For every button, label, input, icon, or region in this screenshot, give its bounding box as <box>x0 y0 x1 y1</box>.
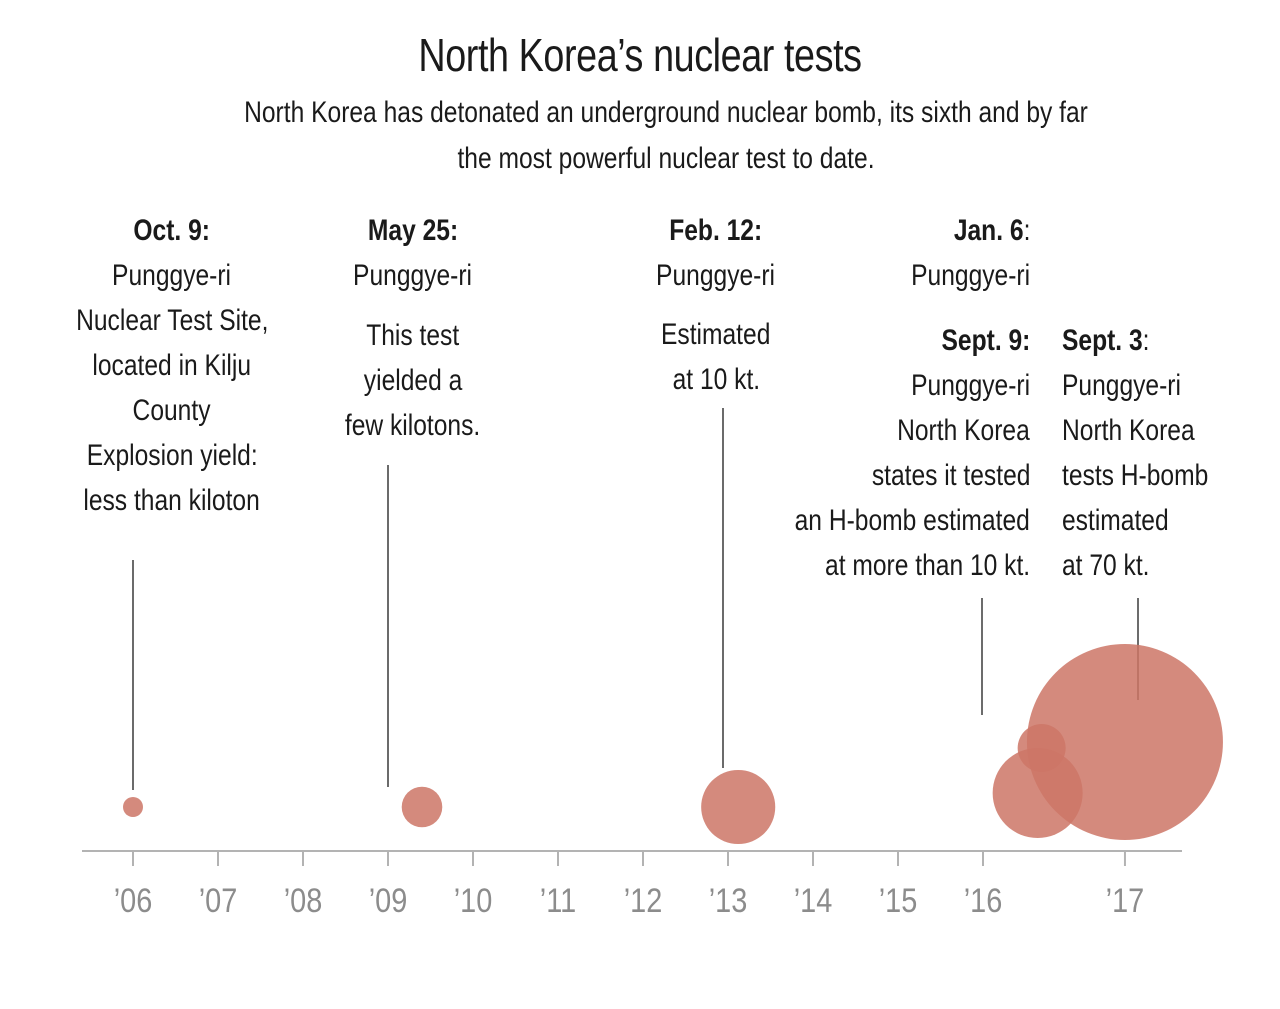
annotation-line: at more than 10 kt. <box>824 549 1030 582</box>
annotation-line: an H-bomb estimated <box>794 504 1030 537</box>
x-tick-label: ’15 <box>879 881 918 920</box>
x-tick-label: ’13 <box>709 881 748 920</box>
x-tick-label: ’12 <box>624 881 663 920</box>
annotation-date: May 25: <box>367 214 459 247</box>
annotation-date: Jan. 6 <box>953 214 1024 247</box>
x-tick-label: ’06 <box>114 881 153 920</box>
annotation-line: North Korea <box>897 414 1030 447</box>
x-tick-label: ’17 <box>1106 881 1145 920</box>
annotation-date: Sept. 3 <box>1062 324 1143 357</box>
annotation-line: at 70 kt. <box>1062 549 1150 582</box>
annotation-line: Punggye-ri <box>911 369 1030 402</box>
annotation-jan-6: Jan. 6: Punggye-ri <box>830 208 1030 298</box>
test-bubble <box>701 769 776 845</box>
annotation-line: Explosion yield: <box>86 439 258 472</box>
test-bubble <box>123 797 143 817</box>
x-tick-label: ’07 <box>199 881 238 920</box>
annotation-date: Oct. 9: <box>133 214 211 247</box>
annotation-sept-3: Sept. 3: Punggye-ri North Korea tests H-… <box>1062 318 1272 588</box>
annotation-line: less than kiloton <box>83 484 261 517</box>
test-bubbles <box>123 644 1223 845</box>
annotation-line: Nuclear Test Site, <box>75 304 269 337</box>
annotation-line: located in Kilju <box>92 349 252 382</box>
annotation-line: Punggye-ri <box>353 259 473 292</box>
annotation-oct-9: Oct. 9: Punggye-ri Nuclear Test Site, lo… <box>32 208 312 523</box>
annotation-line: at 10 kt. <box>672 363 760 396</box>
x-tick-label: ’11 <box>540 881 576 920</box>
test-bubble <box>1026 644 1223 840</box>
leader-lines <box>132 408 1139 790</box>
annotation-may-25: May 25: Punggye-ri This test yielded a f… <box>293 208 533 448</box>
x-tick-label: ’08 <box>284 881 323 920</box>
x-tick-label: ’16 <box>964 881 1003 920</box>
annotation-line: Estimated <box>661 318 771 351</box>
x-tick-label: ’09 <box>369 881 408 920</box>
annotation-date: Feb. 12: <box>669 214 763 247</box>
annotation-line: estimated <box>1062 504 1169 537</box>
annotation-line: states it tested <box>871 459 1030 492</box>
annotation-line: North Korea <box>1062 414 1195 447</box>
chart-subtitle: North Korea has detonated an underground… <box>140 90 1192 182</box>
x-tick-label: ’14 <box>794 881 833 920</box>
annotation-line: yielded a <box>363 364 463 397</box>
annotation-line: This test <box>366 319 460 352</box>
annotation-sept-9: Sept. 9: Punggye-ri North Korea states i… <box>730 318 1030 588</box>
annotation-feb-12: Feb. 12: Punggye-ri Estimated at 10 kt. <box>596 208 836 402</box>
annotation-line: tests H-bomb <box>1062 459 1209 492</box>
chart-title: North Korea’s nuclear tests <box>418 29 862 81</box>
annotation-line: Punggye-ri <box>112 259 232 292</box>
annotation-line: Punggye-ri <box>911 259 1030 292</box>
annotation-date: Sept. 9: <box>941 324 1030 357</box>
annotation-line: Punggye-ri <box>1062 369 1181 402</box>
annotation-line: few kilotons. <box>345 409 481 442</box>
annotation-line: Punggye-ri <box>656 259 776 292</box>
test-bubble <box>401 786 443 828</box>
chart-subtitle-text: North Korea has detonated an underground… <box>244 96 1088 175</box>
x-tick-label: ’10 <box>454 881 493 920</box>
annotation-line: County <box>133 394 211 427</box>
x-axis-ticks: ’06 ’07 ’08 ’09 ’10 ’11 ’12 ’13 ’14 ’15 ’16 ’17 <box>114 851 1145 920</box>
